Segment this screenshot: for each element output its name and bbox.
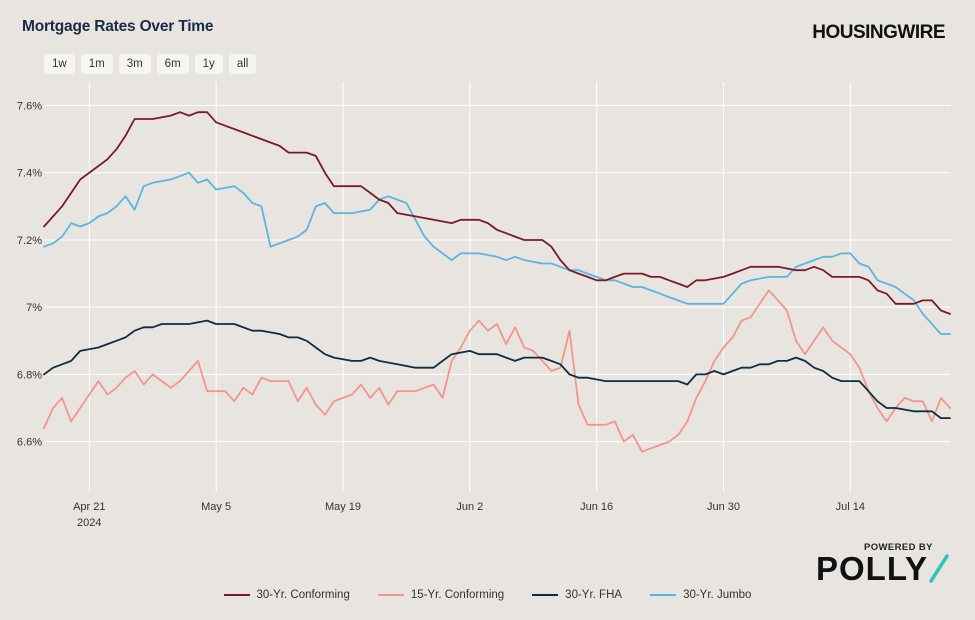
housingwire-logo: HOUSINGWIRE: [812, 22, 945, 43]
legend-item-30yr-conforming[interactable]: 30-Yr. Conforming: [223, 589, 350, 601]
legend-swatch: [650, 594, 677, 596]
legend-swatch: [377, 594, 404, 596]
range-button-all[interactable]: all: [228, 54, 257, 74]
legend-label: 30-Yr. FHA: [565, 589, 623, 601]
y-tick-label: 6.8%: [17, 369, 42, 381]
y-tick-label: 7%: [26, 302, 42, 314]
legend-label: 15-Yr. Conforming: [410, 589, 505, 601]
series-line-jumbo30: [43, 171, 951, 335]
x-tick-sublabel: 2024: [77, 517, 101, 529]
series-line-fha30: [43, 319, 951, 419]
legend-item-30yr-jumbo[interactable]: 30-Yr. Jumbo: [650, 589, 751, 601]
x-tick-label: May 19: [325, 501, 361, 513]
range-button-6m[interactable]: 6m: [156, 54, 189, 74]
x-tick-label: Apr 21: [73, 501, 105, 513]
x-tick-label: Jun 30: [707, 501, 740, 513]
range-button-1m[interactable]: 1m: [80, 54, 113, 74]
series-line-conforming15: [43, 289, 951, 453]
polly-logo: POLLY: [816, 550, 928, 587]
legend-item-30yr-fha[interactable]: 30-Yr. FHA: [532, 589, 622, 601]
y-tick-label: 7.4%: [17, 168, 42, 180]
x-tick-label: Jun 16: [580, 501, 613, 513]
x-tick-label: Jun 2: [456, 501, 483, 513]
range-button-1y[interactable]: 1y: [194, 54, 223, 74]
x-tick-label: May 5: [201, 501, 231, 513]
range-button-1w[interactable]: 1w: [44, 54, 75, 74]
chart-legend: 30-Yr. Conforming 15-Yr. Conforming 30-Y…: [0, 589, 975, 601]
legend-swatch: [223, 594, 250, 596]
y-tick-label: 7.6%: [17, 101, 42, 113]
chart-title: Mortgage Rates Over Time: [22, 18, 214, 35]
legend-label: 30-Yr. Jumbo: [683, 589, 752, 601]
y-tick-label: 6.6%: [17, 437, 42, 449]
y-tick-label: 7.2%: [17, 235, 42, 247]
range-selector: 1w 1m 3m 6m 1y all: [44, 54, 257, 74]
legend-item-15yr-conforming[interactable]: 15-Yr. Conforming: [377, 589, 505, 601]
powered-by-label: POWERED BY: [864, 542, 933, 553]
series-line-conforming30: [43, 111, 951, 315]
range-button-3m[interactable]: 3m: [118, 54, 151, 74]
x-tick-label: Jul 14: [836, 501, 865, 513]
legend-swatch: [532, 594, 559, 596]
legend-label: 30-Yr. Conforming: [256, 589, 350, 601]
polly-slash-icon: [929, 554, 949, 583]
